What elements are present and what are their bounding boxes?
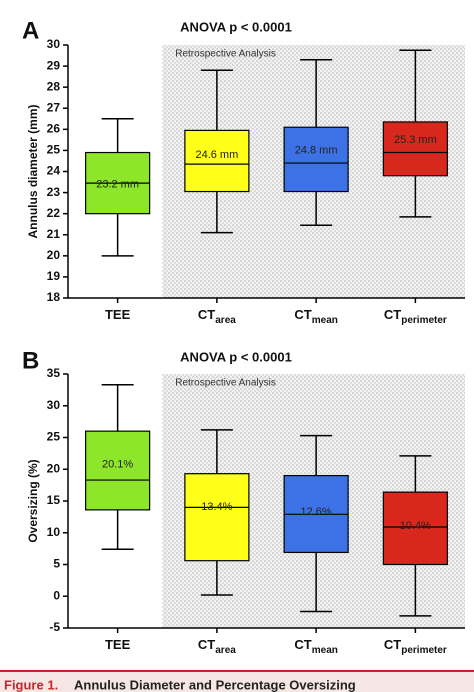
mean-label: 13.4% <box>201 501 232 513</box>
y-axis-label: Annulus diameter (mm) <box>26 104 40 238</box>
x-tick-label: CTarea <box>198 637 236 655</box>
annotation: Retrospective Analysis <box>175 49 276 60</box>
y-tick-label: 23 <box>47 185 61 199</box>
y-tick-label: 19 <box>47 269 61 283</box>
category-subscript: area <box>215 315 236 326</box>
y-tick-label: 30 <box>47 37 61 51</box>
category-name: CT <box>384 307 401 322</box>
panel-label: A <box>22 17 39 44</box>
category-name: CT <box>198 307 215 322</box>
box <box>382 491 448 566</box>
mean-label: 24.8 mm <box>295 145 338 157</box>
y-tick-label: 25 <box>47 143 61 157</box>
box <box>184 129 250 193</box>
y-tick-label: 30 <box>47 398 61 412</box>
y-tick-label: 0 <box>53 588 60 602</box>
caption-band <box>0 671 474 692</box>
category-name: CT <box>384 637 401 652</box>
mean-label: 12.6% <box>301 506 332 518</box>
category-name: TEE <box>105 637 131 652</box>
x-tick-label: CTmean <box>294 637 337 655</box>
y-tick-label: 35 <box>47 366 61 380</box>
y-tick-label: 24 <box>47 164 61 178</box>
y-tick-label: 5 <box>53 557 60 571</box>
category-subscript: perimeter <box>401 645 447 656</box>
category-name: CT <box>198 637 215 652</box>
category-subscript: mean <box>312 315 338 326</box>
y-tick-label: 20 <box>47 248 61 262</box>
y-tick-label: 25 <box>47 430 61 444</box>
y-tick-label: 26 <box>47 122 61 136</box>
y-tick-label: 29 <box>47 58 61 72</box>
y-tick-label: 20 <box>47 461 61 475</box>
x-tick-label: CTarea <box>198 307 236 325</box>
category-subscript: mean <box>312 645 338 656</box>
mean-label: 24.6 mm <box>195 149 238 161</box>
y-tick-label: 22 <box>47 206 61 220</box>
x-tick-label: TEE <box>105 307 131 322</box>
y-tick-label: 21 <box>47 227 61 241</box>
box <box>283 126 349 193</box>
y-tick-label: -5 <box>49 620 60 634</box>
chart-title: ANOVA p < 0.0001 <box>180 19 292 34</box>
box <box>382 121 448 177</box>
y-tick-label: 10 <box>47 525 61 539</box>
box <box>184 473 250 562</box>
x-tick-label: TEE <box>105 637 131 652</box>
x-tick-label: CTmean <box>294 307 337 325</box>
annotation: Retrospective Analysis <box>175 378 276 389</box>
y-axis-label: Oversizing (%) <box>26 459 40 542</box>
category-subscript: area <box>215 645 236 656</box>
mean-label: 23.2 mm <box>96 178 139 190</box>
category-subscript: perimeter <box>401 315 447 326</box>
mean-label: 20.1% <box>102 459 133 471</box>
chart-title: ANOVA p < 0.0001 <box>180 349 292 364</box>
y-tick-label: 18 <box>47 290 61 304</box>
x-tick-label: CTperimeter <box>384 307 447 325</box>
caption-text: Annulus Diameter and Percentage Oversizi… <box>74 677 356 692</box>
category-name: TEE <box>105 307 131 322</box>
box <box>85 430 151 511</box>
figure-label: Figure 1. <box>4 677 58 692</box>
y-tick-label: 28 <box>47 79 61 93</box>
category-name: CT <box>294 307 311 322</box>
x-tick-label: CTperimeter <box>384 637 447 655</box>
panel-label: B <box>22 347 39 374</box>
category-name: CT <box>294 637 311 652</box>
mean-label: 10.4% <box>400 520 431 532</box>
mean-label: 25.3 mm <box>394 134 437 146</box>
y-tick-label: 27 <box>47 100 61 114</box>
y-tick-label: 15 <box>47 493 61 507</box>
